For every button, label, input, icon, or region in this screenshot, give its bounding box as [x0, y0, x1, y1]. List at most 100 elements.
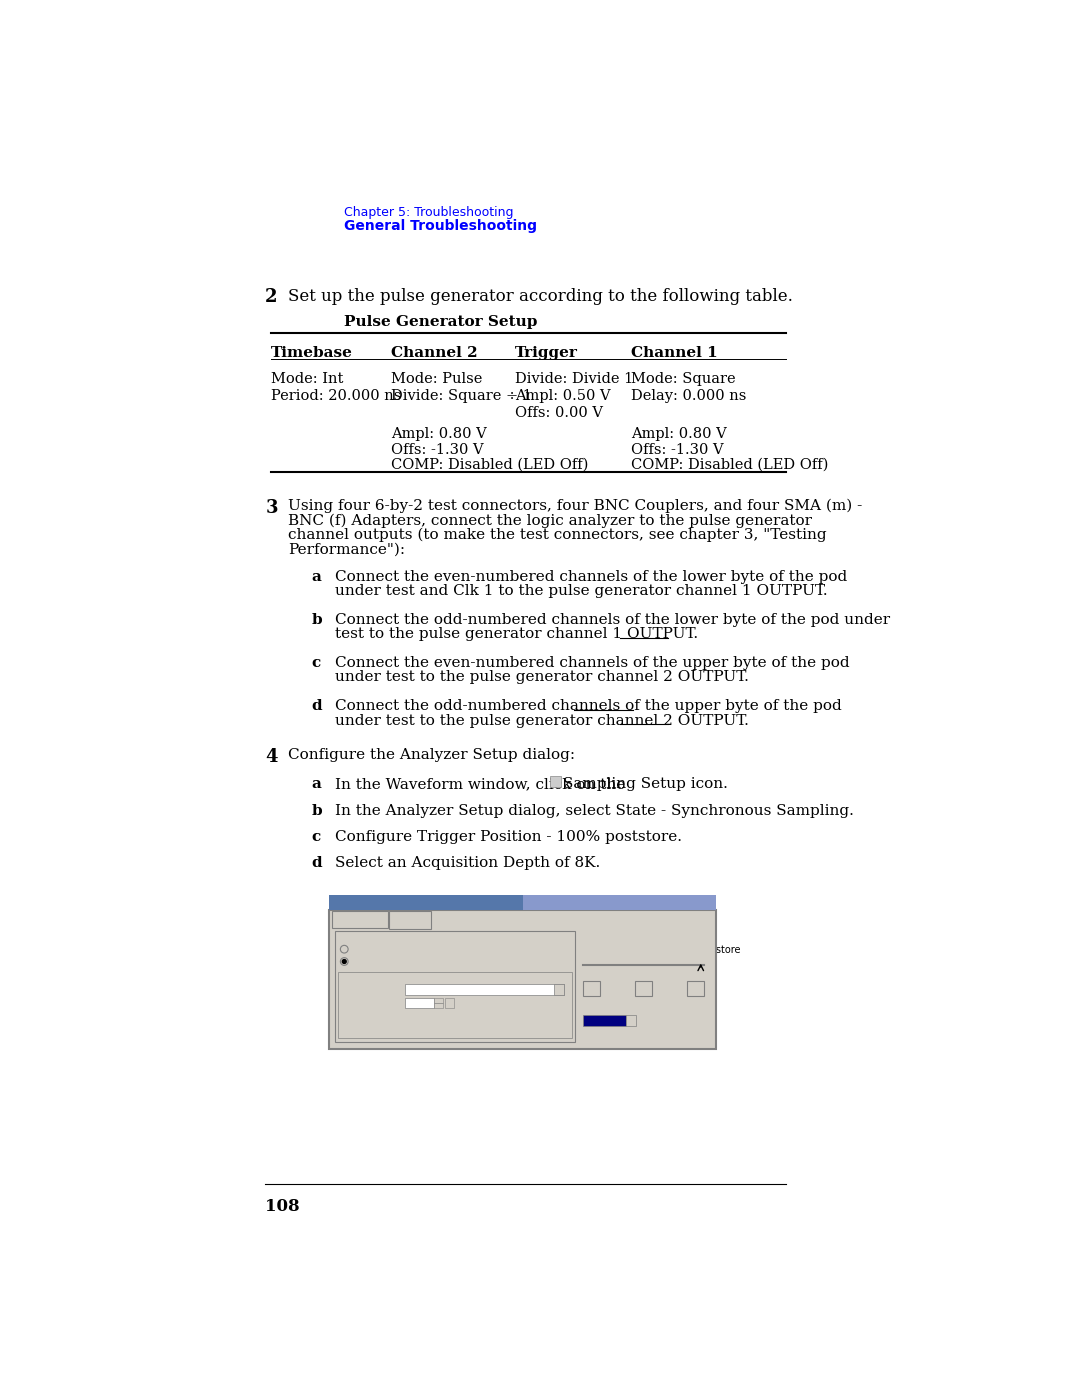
Text: test to the pulse generator channel 1 OUTPUT.: test to the pulse generator channel 1 OU… [335, 627, 698, 641]
FancyBboxPatch shape [405, 997, 434, 1009]
FancyBboxPatch shape [328, 894, 523, 909]
Text: under test and Clk 1 to the pulse generator channel 1 OUTPUT.: under test and Clk 1 to the pulse genera… [335, 584, 827, 598]
Circle shape [340, 946, 348, 953]
FancyBboxPatch shape [434, 1003, 444, 1009]
Text: Full channel: 400MHz: Full channel: 400MHz [407, 985, 497, 995]
Text: +: + [446, 999, 455, 1009]
FancyBboxPatch shape [583, 1014, 625, 1027]
Text: In the Analyzer Setup dialog, select State - Synchronous Sampling.: In the Analyzer Setup dialog, select Sta… [335, 803, 854, 817]
Text: Sampling: Sampling [392, 914, 442, 923]
Text: c: c [312, 830, 321, 844]
Text: 3: 3 [266, 499, 278, 517]
Text: 2: 2 [266, 288, 278, 306]
Text: Channel 2: Channel 2 [391, 346, 477, 360]
Text: Sampling Setup icon.: Sampling Setup icon. [563, 778, 728, 792]
Text: Analyzer Setup for My 1682D-1: Analyzer Setup for My 1682D-1 [334, 897, 508, 907]
FancyBboxPatch shape [554, 983, 564, 995]
FancyBboxPatch shape [523, 894, 716, 909]
Text: Period: 20.000 ns: Period: 20.000 ns [271, 388, 401, 402]
Text: Performance"):: Performance"): [287, 542, 405, 556]
Text: ▼: ▼ [435, 1004, 440, 1009]
Text: under test to the pulse generator channel 2 OUTPUT.: under test to the pulse generator channe… [335, 714, 748, 728]
Text: Trigger: Trigger [515, 346, 578, 360]
Text: Channel 1: Channel 1 [631, 346, 718, 360]
Text: Select an Acquisition Depth of 8K.: Select an Acquisition Depth of 8K. [335, 856, 600, 870]
Text: Connect the odd-numbered channels of the lower byte of the pod under: Connect the odd-numbered channels of the… [335, 613, 890, 627]
Text: +: + [636, 983, 645, 993]
Text: Mode: Pulse: Mode: Pulse [391, 372, 482, 386]
FancyBboxPatch shape [434, 997, 444, 1003]
Circle shape [342, 960, 347, 964]
Text: Sampling Period:: Sampling Period: [342, 999, 419, 1009]
Text: c: c [312, 655, 321, 669]
Text: Options: Options [583, 935, 623, 944]
Text: a: a [312, 778, 322, 792]
Text: Set up the pulse generator according to the following table.: Set up the pulse generator according to … [287, 288, 793, 305]
Text: In the Waveform window, click on the: In the Waveform window, click on the [335, 778, 625, 792]
FancyBboxPatch shape [332, 911, 388, 929]
Text: ▼: ▼ [627, 1016, 633, 1023]
FancyBboxPatch shape [635, 981, 652, 996]
Text: G  State - Synchronous Sampling (200 Mb/s maximum clock rate): G State - Synchronous Sampling (200 Mb/s… [341, 958, 661, 968]
Text: b: b [312, 613, 322, 627]
Text: C  Timing - Asynchronous Sampling: C Timing - Asynchronous Sampling [341, 946, 514, 956]
Text: Connect the even-numbered channels of the lower byte of the pod: Connect the even-numbered channels of th… [335, 570, 847, 584]
Text: under test to the pulse generator channel 2 OUTPUT.: under test to the pulse generator channe… [335, 671, 748, 685]
Text: d: d [312, 856, 322, 870]
Text: channel outputs (to make the test connectors, see chapter 3, "Testing: channel outputs (to make the test connec… [287, 528, 826, 542]
Text: d: d [312, 698, 322, 712]
Text: Acquisition Depth:: Acquisition Depth: [583, 1004, 673, 1014]
FancyBboxPatch shape [335, 932, 576, 1042]
Text: ⊞: ⊞ [552, 778, 561, 788]
Text: COMP: Disabled (LED Off): COMP: Disabled (LED Off) [631, 458, 828, 472]
Text: 8K: 8K [586, 1016, 598, 1027]
FancyBboxPatch shape [687, 981, 704, 996]
Text: Configure the Analyzer Setup dialog:: Configure the Analyzer Setup dialog: [287, 749, 575, 763]
FancyBboxPatch shape [328, 894, 716, 909]
Text: Connect the odd-numbered channels of the upper byte of the pod: Connect the odd-numbered channels of the… [335, 698, 841, 712]
Text: ►►: ►► [688, 983, 703, 993]
Text: Offs: -1.30 V: Offs: -1.30 V [391, 443, 484, 457]
Text: Trigger Position: 100% poststore: Trigger Position: 100% poststore [583, 946, 741, 956]
Text: Ampl: 0.50 V: Ampl: 0.50 V [515, 388, 610, 402]
Text: Mode: Square: Mode: Square [631, 372, 735, 386]
FancyBboxPatch shape [551, 775, 562, 787]
Circle shape [340, 958, 348, 965]
Text: Divide: Divide 1: Divide: Divide 1 [515, 372, 633, 386]
Text: Connect the even-numbered channels of the upper byte of the pod: Connect the even-numbered channels of th… [335, 655, 850, 669]
FancyBboxPatch shape [625, 1014, 636, 1027]
Text: Ampl: 0.80 V: Ampl: 0.80 V [631, 427, 727, 441]
Text: General Troubleshooting: General Troubleshooting [345, 219, 537, 233]
Text: 108: 108 [266, 1197, 300, 1215]
Text: 2.5 ns: 2.5 ns [407, 999, 432, 1009]
FancyBboxPatch shape [445, 997, 455, 1009]
Text: Timing Options: Timing Options [345, 974, 413, 983]
Text: Acquisition: Acquisition [341, 935, 399, 944]
Text: Ampl: 0.80 V: Ampl: 0.80 V [391, 427, 486, 441]
Text: Offs: 0.00 V: Offs: 0.00 V [515, 405, 603, 419]
Text: Timebase: Timebase [271, 346, 352, 360]
FancyBboxPatch shape [583, 981, 600, 996]
FancyBboxPatch shape [389, 911, 431, 929]
FancyBboxPatch shape [338, 971, 572, 1038]
Text: ▼: ▼ [556, 985, 562, 992]
Text: Sampling Options:: Sampling Options: [342, 985, 426, 995]
Text: b: b [312, 803, 322, 817]
Text: ◄◄: ◄◄ [584, 983, 599, 993]
Text: Using four 6-by-2 test connectors, four BNC Couplers, and four SMA (m) -: Using four 6-by-2 test connectors, four … [287, 499, 862, 513]
Text: a: a [312, 570, 322, 584]
Text: 4: 4 [266, 749, 278, 766]
Text: Delay: 0.000 ns: Delay: 0.000 ns [631, 388, 746, 402]
FancyBboxPatch shape [328, 909, 716, 1049]
Text: Chapter 5: Troubleshooting: Chapter 5: Troubleshooting [345, 207, 514, 219]
Text: BNC (f) Adapters, connect the logic analyzer to the pulse generator: BNC (f) Adapters, connect the logic anal… [287, 513, 812, 528]
Text: ▲: ▲ [435, 999, 440, 1003]
Text: COMP: Disabled (LED Off): COMP: Disabled (LED Off) [391, 458, 589, 472]
Text: Configure Trigger Position - 100% poststore.: Configure Trigger Position - 100% postst… [335, 830, 681, 844]
Text: Offs: -1.30 V: Offs: -1.30 V [631, 443, 724, 457]
Text: Pulse Generator Setup: Pulse Generator Setup [345, 316, 538, 330]
FancyBboxPatch shape [405, 983, 564, 995]
Text: Mode: Int: Mode: Int [271, 372, 343, 386]
Text: Divide: Square ÷ 1: Divide: Square ÷ 1 [391, 388, 531, 402]
Text: Buses/Signals: Buses/Signals [335, 914, 407, 923]
